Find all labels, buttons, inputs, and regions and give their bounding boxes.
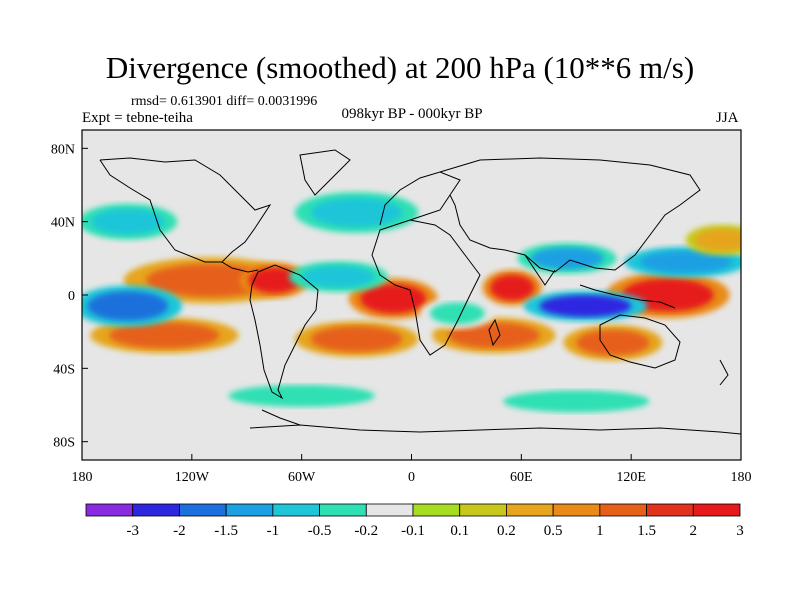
region-south-pacific-positive: [109, 322, 220, 349]
colorbar-swatch: [272, 503, 320, 517]
region-southern-ocean-negative-2: [503, 390, 650, 413]
coast-europe: [379, 171, 461, 226]
region-arabian-sea-positive: [490, 274, 535, 301]
colorbar-swatch: [132, 503, 180, 517]
season-label: JJA: [716, 110, 739, 126]
region-north-pacific-positive: [695, 229, 741, 251]
experiment-label: Expt = tebne-teiha: [82, 110, 193, 126]
coast-south-america: [249, 264, 319, 400]
colorbar-swatch: [692, 503, 741, 517]
coast-australia: [599, 314, 681, 369]
stats-label: rmsd= 0.613901 diff= 0.0031996: [131, 94, 318, 109]
colorbar-swatch: [319, 503, 367, 517]
region-atlantic-negative: [301, 265, 375, 288]
y-tick-label: 0: [68, 289, 75, 304]
colorbar-label: -2: [173, 523, 186, 539]
region-north-pacific-negative: [91, 208, 165, 235]
coastlines: [99, 149, 741, 435]
coast-north-america: [99, 157, 272, 273]
coast-asia: [439, 157, 701, 273]
period-label: 098kyr BP - 000kyr BP: [341, 106, 483, 122]
coast-new-zealand: [719, 359, 729, 386]
colorbar-label: 1.5: [637, 523, 656, 539]
x-tick-label: 120W: [175, 470, 210, 485]
x-tick-label: 60W: [288, 470, 316, 485]
coast-greenland: [299, 149, 351, 196]
region-east-atlantic-positive: [360, 284, 427, 314]
colorbar-label: -1.5: [214, 523, 238, 539]
region-west-australia-positive: [576, 329, 650, 356]
region-east-indian-ocean-negative: [539, 295, 632, 317]
x-tick-label: 60E: [510, 470, 533, 485]
y-axis: 80N 40N 0 40S 80S: [51, 142, 88, 451]
colorbar-label: 3: [736, 523, 744, 539]
colorbar: -3 -2 -1.5 -1 -0.5 -0.2 -0.1 0.1 0.2 0.5 1 1.5 2 3: [85, 503, 744, 539]
colorbar-label: -3: [126, 523, 139, 539]
region-indian-ocean-positive: [448, 322, 540, 349]
y-tick-label: 80N: [51, 142, 75, 157]
coast-antarctic-peninsula: [261, 409, 301, 426]
colorbar-label: -0.2: [354, 523, 378, 539]
coast-maritime-continent: [579, 284, 676, 309]
region-east-pacific-positive: [146, 263, 275, 297]
x-tick-label: 120E: [616, 470, 646, 485]
region-west-pacific-negative: [640, 251, 732, 273]
colorbar-label: 2: [690, 523, 698, 539]
colorbar-label: 1: [596, 523, 604, 539]
x-tick-label: 0: [408, 470, 415, 485]
coast-africa: [371, 219, 481, 356]
colorbar-swatch: [85, 503, 134, 517]
coast-antarctica: [249, 424, 741, 435]
colorbar-swatch: [365, 503, 414, 517]
region-central-america-positive: [248, 267, 300, 294]
colorbar-label: 0.1: [450, 523, 469, 539]
colorbar-swatch: [179, 503, 227, 517]
x-tick-label: 180: [72, 470, 93, 485]
colorbar-swatch: [412, 503, 461, 517]
y-tick-label: 40S: [53, 362, 75, 377]
y-tick-label: 80S: [53, 436, 75, 451]
colorbar-label: -0.5: [308, 523, 332, 539]
x-tick-label: 180: [731, 470, 752, 485]
colorbar-swatch: [552, 503, 601, 517]
region-central-pacific-negative: [87, 291, 169, 321]
colorbar-swatch: [599, 503, 647, 517]
colorbar-label: -0.1: [401, 523, 425, 539]
map-title: Divergence (smoothed) at 200 hPa (10**6 …: [105, 50, 695, 85]
colorbar-label: 0.5: [544, 523, 563, 539]
x-axis: 180 120W 60W 0 60E 120E 180: [72, 454, 752, 485]
colorbar-swatch: [459, 503, 507, 517]
colorbar-swatch: [225, 503, 274, 517]
coast-madagascar: [488, 318, 501, 347]
region-southern-ocean-negative: [228, 384, 375, 407]
colorbar-label: -1: [267, 523, 280, 539]
colorbar-label: 0.2: [497, 523, 516, 539]
y-tick-label: 40N: [51, 216, 75, 231]
coast-indian-subcontinent: [524, 254, 556, 286]
colorbar-swatch: [506, 503, 554, 517]
region-north-atlantic-negative: [310, 197, 403, 228]
colorbar-swatch: [646, 503, 694, 517]
coast-north-america-west: [99, 159, 222, 263]
region-south-asia-negative: [530, 247, 604, 270]
region-south-atlantic-positive: [310, 326, 403, 352]
region-africa-negative: [429, 302, 485, 325]
